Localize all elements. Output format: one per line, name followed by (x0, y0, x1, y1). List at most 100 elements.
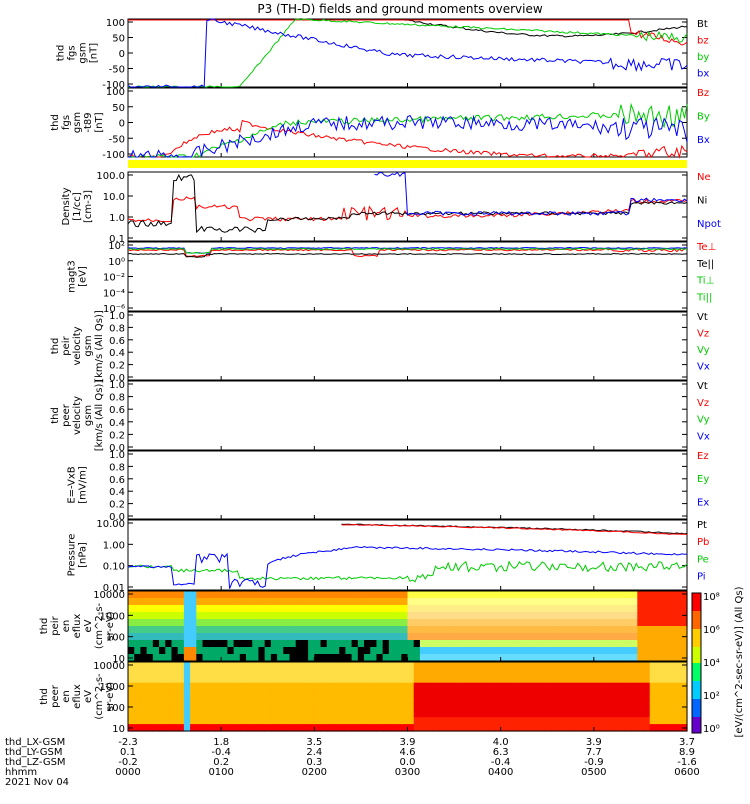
spec-cell (171, 662, 179, 670)
spec-cell (537, 626, 545, 634)
spec-cell (339, 662, 346, 670)
spec-cell (258, 662, 266, 670)
spec-cell (128, 605, 135, 613)
spec-cell (301, 682, 309, 691)
spec-cell (513, 724, 520, 732)
spec-cell (357, 703, 365, 711)
spec-cell (407, 626, 415, 634)
spec-cell (388, 647, 396, 655)
spec-cell (246, 703, 253, 711)
spec-cell (450, 619, 458, 627)
spec-cell (643, 675, 651, 684)
spec-cell (295, 605, 303, 613)
spec-cell (537, 598, 545, 606)
spec-cell (668, 675, 676, 684)
spec-cell (308, 633, 315, 641)
spec-cell (177, 647, 185, 655)
spec-cell (252, 633, 260, 641)
spec-cell (202, 619, 210, 627)
spec-cell (146, 647, 154, 655)
spec-cell (227, 647, 235, 655)
spec-cell (637, 591, 645, 599)
spec-cell (196, 696, 204, 704)
spec-cell (128, 710, 135, 718)
spec-cell (183, 717, 191, 725)
spec-cell (270, 598, 278, 606)
spec-cell (432, 675, 440, 684)
colorbar-cell (692, 621, 701, 624)
spec-cell (637, 710, 645, 718)
spec-cell (531, 710, 539, 718)
spec-cell (357, 696, 365, 704)
spec-cell (395, 710, 402, 718)
spec-cell (525, 696, 533, 704)
spec-cell (233, 682, 241, 691)
spec-cell (239, 654, 247, 662)
spec-cell (339, 668, 346, 677)
spec-cell (165, 675, 173, 684)
spec-cell (395, 724, 402, 732)
spec-cell (674, 668, 682, 677)
series-bx-line (127, 18, 688, 88)
spec-cell (500, 626, 508, 634)
spec-cell (531, 591, 539, 599)
spec-cell (152, 696, 160, 704)
spec-cell (395, 654, 402, 662)
spec-cell (444, 626, 452, 634)
spec-cell (258, 633, 266, 641)
spec-cell (674, 619, 682, 627)
ytick-label: 100 (106, 633, 125, 644)
spec-cell (631, 662, 638, 670)
spec-cell (438, 619, 446, 627)
spec-cell (233, 605, 241, 613)
spec-cell (320, 668, 328, 677)
spec-cell (450, 612, 458, 620)
spec-cell (258, 591, 266, 599)
spec-cell (463, 619, 471, 627)
spec-cell (581, 605, 589, 613)
spec-cell (190, 682, 197, 691)
spec-cell (314, 605, 322, 613)
spec-cell (208, 662, 216, 670)
ylabel-line: magt3 (67, 260, 78, 293)
spec-cell (165, 682, 173, 691)
spec-cell (239, 591, 247, 599)
spec-cell (482, 619, 489, 627)
spec-cell (537, 640, 545, 648)
spec-cell (277, 724, 284, 732)
spec-cell (171, 633, 179, 641)
spec-cell (637, 703, 645, 711)
spec-cell (258, 710, 266, 718)
spec-cell (581, 647, 589, 655)
spec-cell (531, 717, 539, 725)
spec-cell (482, 647, 489, 655)
ylabel-group: Density [1/cc] [cm-3] (61, 187, 94, 225)
spec-cell (655, 647, 663, 655)
spec-cell (208, 682, 216, 691)
spec-cell (196, 654, 204, 662)
ytick-label: 0.6 (109, 336, 125, 347)
spec-cell (674, 717, 682, 725)
spec-cell (227, 662, 235, 670)
spec-cell (214, 717, 222, 725)
spec-cell (668, 640, 676, 648)
spec-cell (202, 591, 210, 599)
spec-cell (432, 605, 440, 613)
spec-cell (295, 668, 303, 677)
spec-cell (618, 710, 626, 718)
spec-cell (258, 654, 266, 662)
spec-cell (581, 633, 589, 641)
spec-cell (214, 696, 222, 704)
spec-cell (233, 710, 241, 718)
spec-cell (295, 724, 303, 732)
spec-cell (432, 619, 440, 627)
spec-cell (407, 682, 415, 691)
spec-cell (246, 662, 253, 670)
colorbar-cell (692, 727, 701, 730)
spec-cell (668, 598, 676, 606)
spec-cell (519, 591, 527, 599)
spec-cell (562, 689, 570, 698)
spec-cell (488, 647, 496, 655)
spec-cell (544, 710, 551, 718)
spec-cell (680, 605, 688, 613)
